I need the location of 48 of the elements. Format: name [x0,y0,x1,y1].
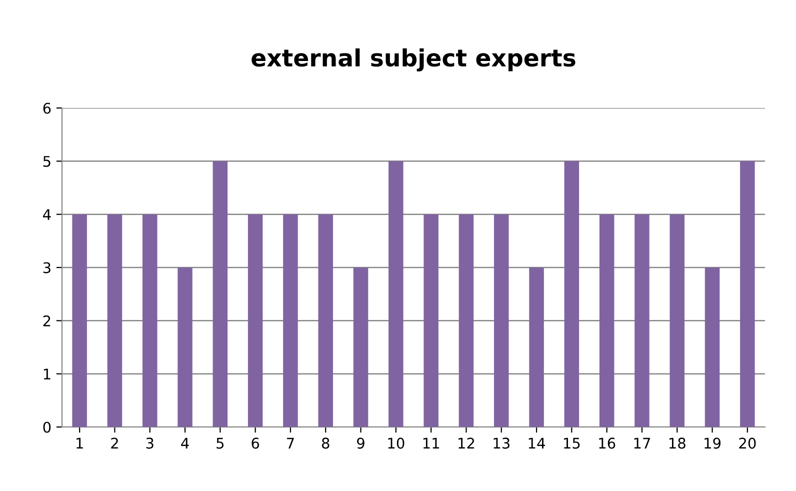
bar [353,268,368,427]
y-tick-label: 4 [43,209,51,220]
x-tick-label: 12 [458,438,474,448]
bar [318,214,334,427]
bar [494,214,509,427]
y-tick-label: 3 [43,262,50,274]
bar [670,214,685,427]
bar [212,161,228,427]
x-tick-label: 11 [423,438,440,448]
x-tick-label: 3 [146,438,154,449]
x-tick-label: 2 [111,438,118,448]
x-tick-label: 20 [739,438,756,449]
y-tick-label: 0 [43,422,51,433]
bar [424,214,438,427]
bar [740,161,755,427]
x-tick-label: 7 [287,438,294,448]
bar [142,214,158,427]
y-tick-label: 5 [43,156,50,167]
bar [529,268,544,427]
x-tick-label: 13 [494,438,510,449]
x-tick-label: 15 [564,438,580,449]
x-tick-label: 19 [704,438,721,449]
bar [704,268,720,427]
bar [107,214,122,427]
chart-title: external subject experts [252,48,576,72]
bar [248,214,263,427]
bar [72,214,87,427]
x-tick-label: 4 [181,438,189,448]
bar [283,214,298,427]
bar [388,161,404,427]
x-tick-label: 14 [528,438,545,448]
y-tick-label: 1 [44,368,50,380]
x-tick-label: 17 [634,438,650,448]
x-tick-label: 8 [322,438,330,449]
bar [178,268,192,427]
x-tick-label: 5 [216,438,224,449]
bar [458,214,474,427]
bar [564,161,580,427]
x-tick-label: 1 [76,438,83,448]
x-tick-label: 18 [669,438,686,449]
x-tick-label: 9 [357,438,364,449]
y-tick-label: 2 [43,315,50,326]
x-tick-label: 10 [388,438,404,449]
x-tick-label: 6 [252,438,260,449]
bar [634,214,650,427]
bar [599,214,614,427]
x-tick-label: 16 [599,438,616,449]
y-tick-label: 6 [43,102,51,114]
